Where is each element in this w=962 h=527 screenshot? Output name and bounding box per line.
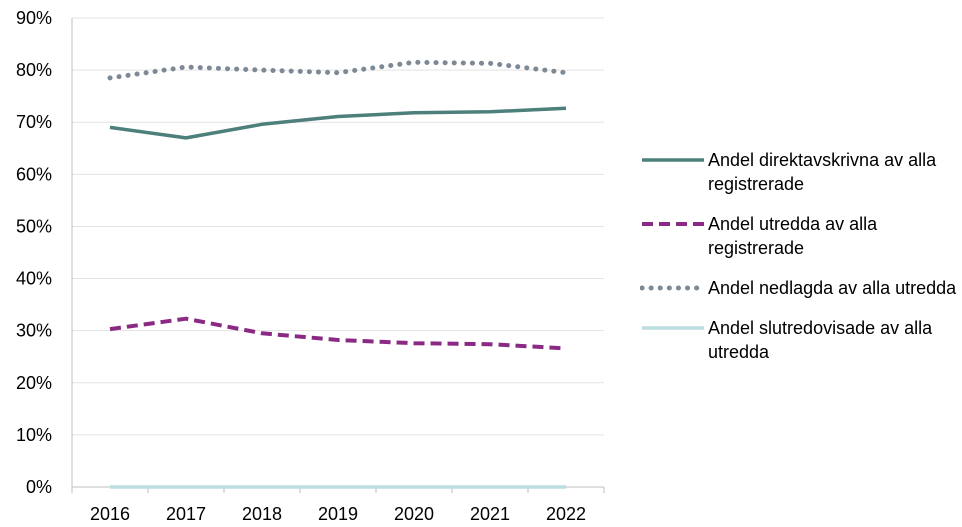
tick-labels: 0% 10% 20% 30% 40% 50% 60% 70% 80% 90% 2016 2017 201…: [16, 8, 586, 524]
legend-label: Andel slutredovisade av alla utredda: [708, 318, 933, 362]
y-tick-label: 30%: [16, 321, 52, 341]
x-tick-label: 2019: [318, 504, 358, 524]
series-line: [107, 59, 569, 81]
legend-swatch: [642, 326, 704, 330]
legend-item: Andel nedlagda av alla utredda: [640, 276, 962, 300]
series-lines: [107, 59, 569, 489]
y-tick-label: 20%: [16, 373, 52, 393]
legend-label: Andel nedlagda av alla utredda: [708, 278, 957, 298]
x-tick-label: 2021: [470, 504, 510, 524]
legend-label: Andel utredda av alla registrerade: [708, 214, 878, 258]
x-tick-label: 2018: [242, 504, 282, 524]
series-line: [109, 316, 567, 351]
y-tick-label: 10%: [16, 425, 52, 445]
legend-swatch: [642, 222, 704, 226]
legend-label: Andel direktavskrivna av alla registrera…: [708, 150, 937, 194]
series-line: [109, 106, 567, 140]
legend-item: Andel slutredovisade av alla utredda: [640, 316, 962, 364]
x-tick-label: 2017: [166, 504, 206, 524]
y-tick-label: 40%: [16, 269, 52, 289]
y-tick-label: 90%: [16, 8, 52, 28]
legend-item: Andel utredda av alla registrerade: [640, 212, 962, 260]
x-tick-label: 2020: [394, 504, 434, 524]
y-tick-label: 50%: [16, 216, 52, 236]
y-tick-label: 0%: [26, 477, 52, 497]
legend: Andel direktavskrivna av alla registrera…: [640, 148, 962, 380]
legend-swatch: [642, 158, 704, 162]
y-tick-label: 70%: [16, 112, 52, 132]
x-tick-label: 2022: [546, 504, 586, 524]
gridlines: [72, 17, 604, 436]
y-tick-label: 80%: [16, 60, 52, 80]
legend-item: Andel direktavskrivna av alla registrera…: [640, 148, 962, 196]
x-tick-label: 2016: [90, 504, 130, 524]
axes: [71, 18, 605, 493]
legend-swatch: [640, 285, 707, 291]
y-tick-label: 60%: [16, 164, 52, 184]
